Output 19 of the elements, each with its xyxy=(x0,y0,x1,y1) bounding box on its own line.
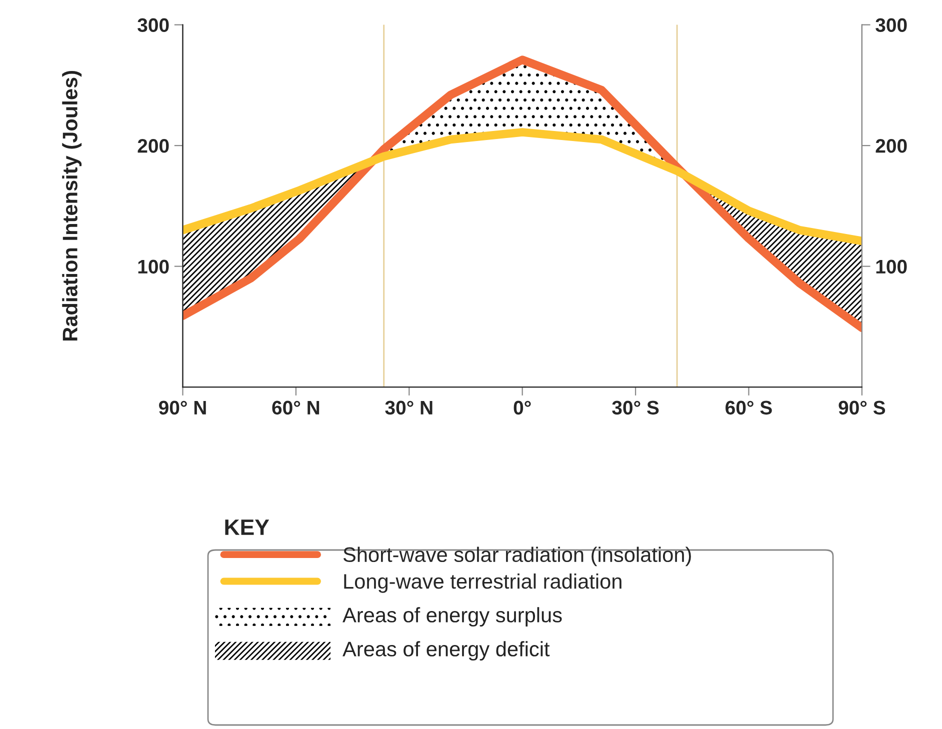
legend-label: Short-wave solar radiation (insolation) xyxy=(343,546,691,566)
y2-tick-label: 300 xyxy=(876,18,907,32)
x-tick-label: 30° N xyxy=(385,400,432,415)
x-tick-label: 60° S xyxy=(726,400,772,415)
x-tick-label: 30° S xyxy=(612,400,659,415)
x-tick-label: 0° xyxy=(514,400,531,415)
y-tick-label: 200 xyxy=(138,139,169,153)
text: Areas of energy surplus xyxy=(342,607,562,627)
x-tick-label: 60° N xyxy=(272,400,320,415)
y-axis-title: Radiation Intensity (Joules) xyxy=(62,70,82,341)
y-tick-label: 100 xyxy=(138,260,169,274)
text: Areas of energy deficit xyxy=(342,641,550,661)
y2-tick-label: 100 xyxy=(876,260,907,274)
x-tick-label: 90° N xyxy=(159,400,206,415)
y2-tick-label: 200 xyxy=(876,139,907,153)
legend-title: KEY xyxy=(225,520,270,535)
x-tick-label: 90° S xyxy=(838,400,886,415)
y-tick-label: 300 xyxy=(138,18,169,32)
legend-label: Long-wave terrestrial radiation xyxy=(344,573,622,593)
